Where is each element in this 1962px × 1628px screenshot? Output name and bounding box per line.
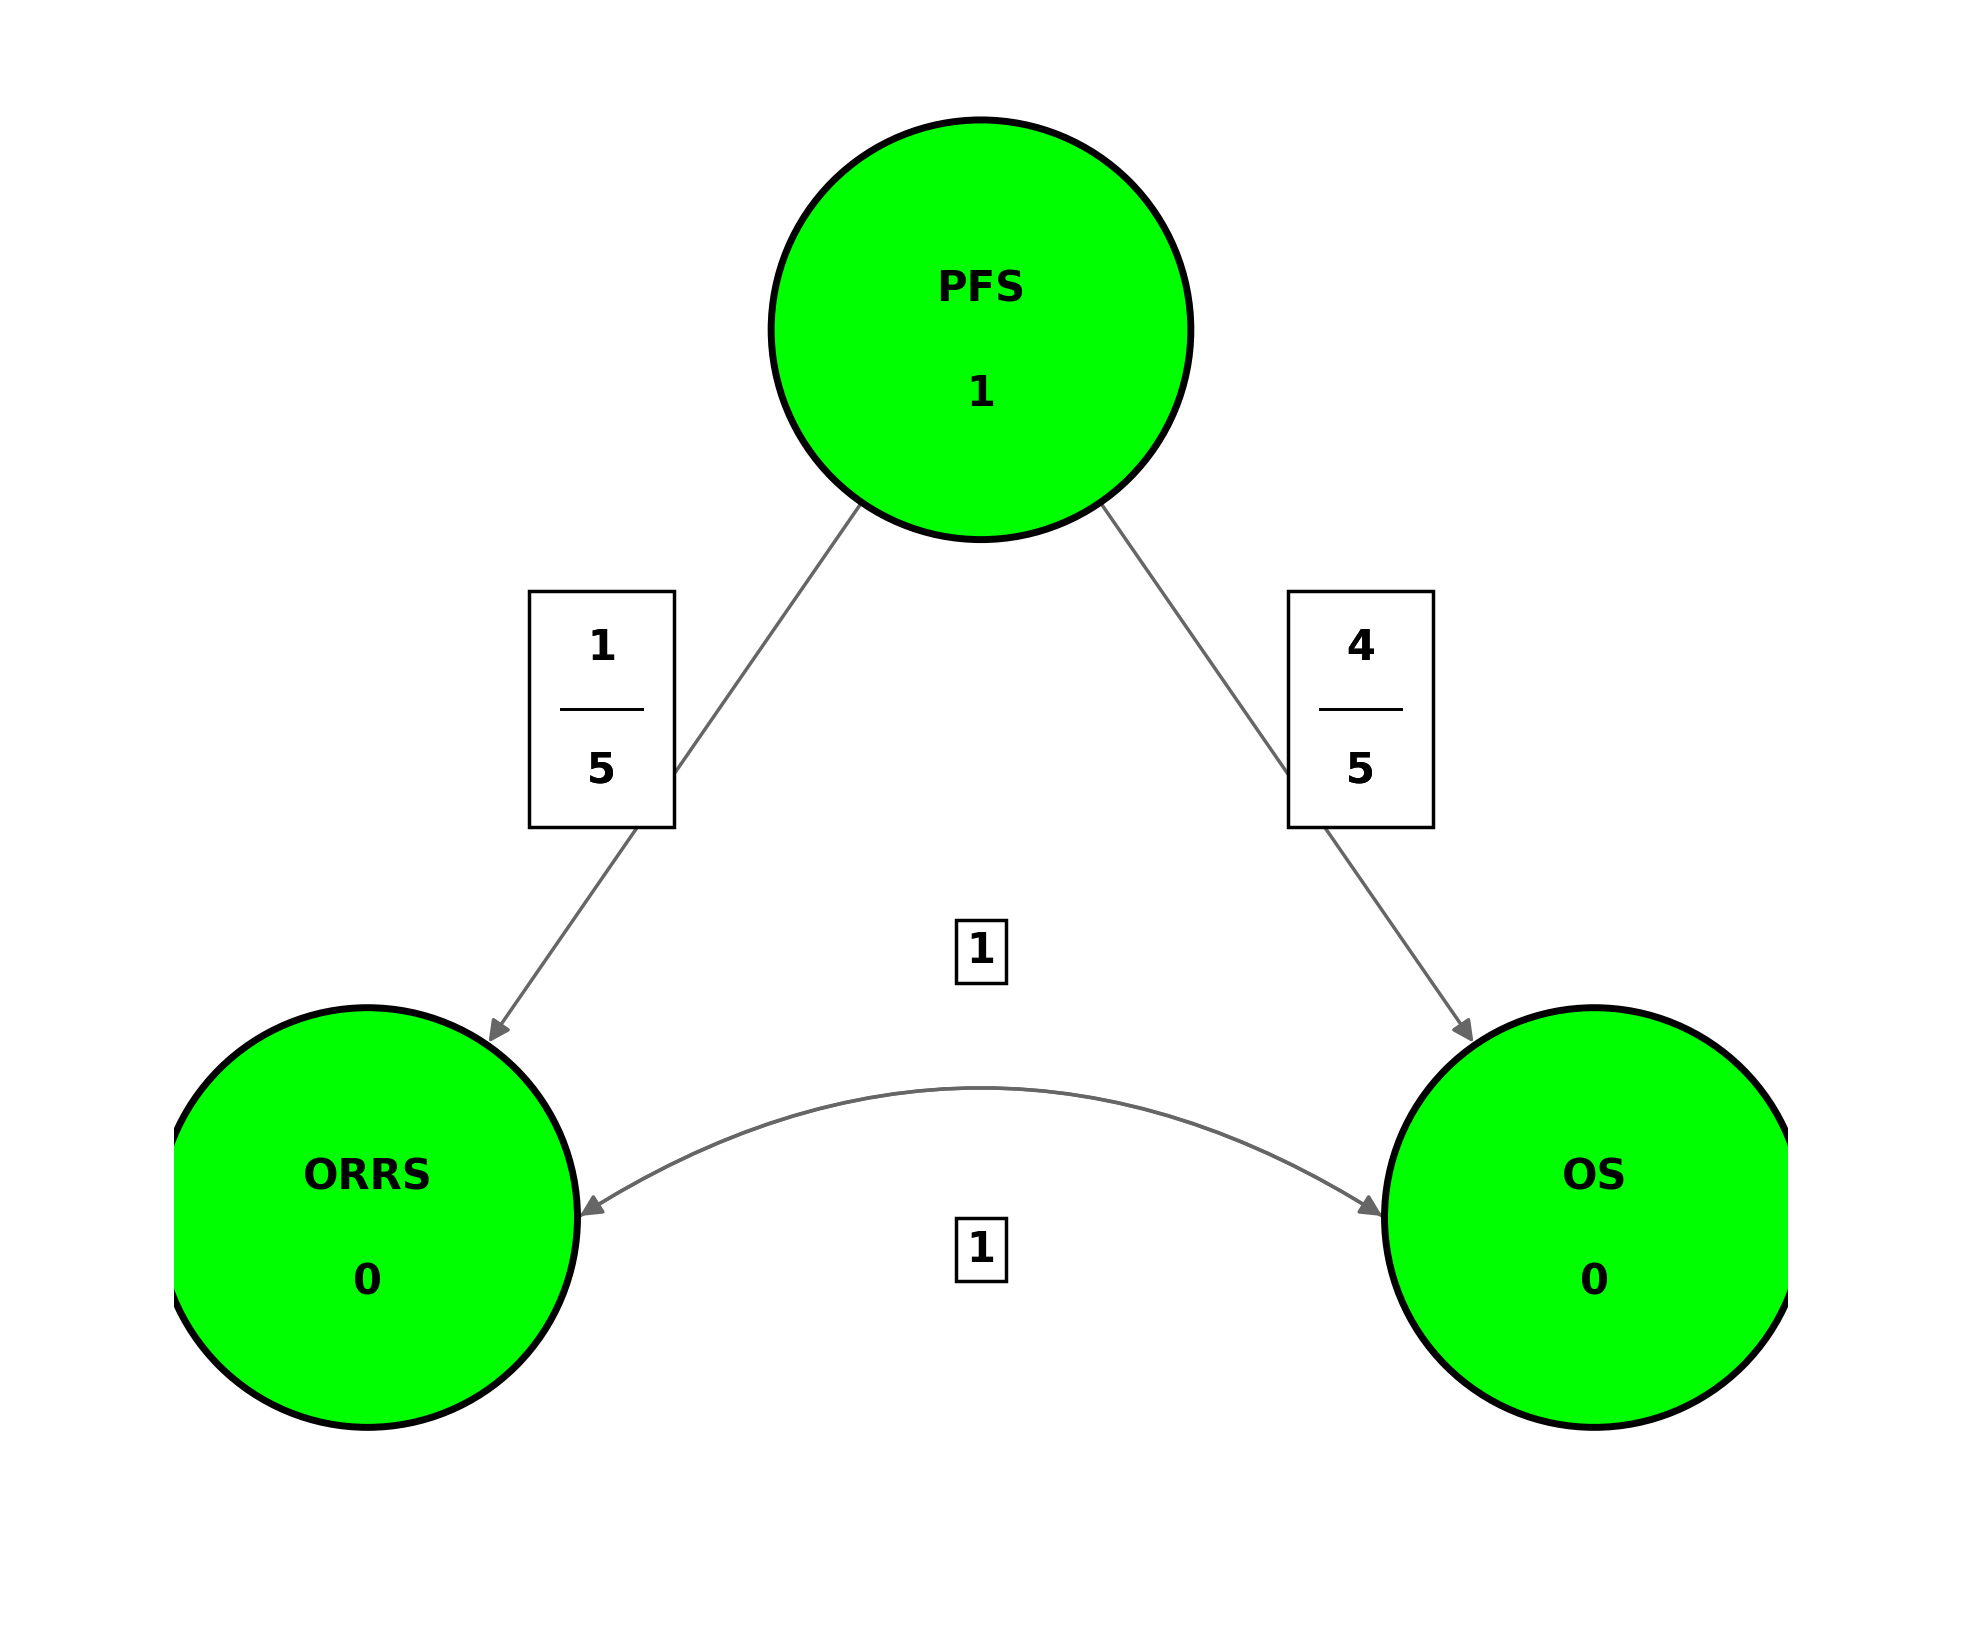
Text: 5: 5: [1346, 749, 1375, 791]
Text: 1: 1: [967, 1229, 995, 1271]
Text: 0: 0: [1579, 1262, 1609, 1302]
Text: 1: 1: [967, 930, 995, 972]
Text: 5: 5: [587, 749, 616, 791]
Text: 1: 1: [967, 373, 995, 415]
Circle shape: [1385, 1008, 1805, 1428]
Text: 5: 5: [1346, 749, 1375, 791]
Circle shape: [771, 120, 1191, 539]
Text: 4: 4: [1346, 627, 1375, 669]
Text: ORRS: ORRS: [302, 1156, 432, 1198]
Text: 4: 4: [1346, 627, 1375, 669]
Text: PFS: PFS: [936, 269, 1026, 311]
Text: 5: 5: [587, 749, 616, 791]
FancyBboxPatch shape: [1287, 591, 1432, 827]
Text: 1: 1: [587, 627, 616, 669]
Circle shape: [157, 1008, 577, 1428]
Text: OS: OS: [1562, 1156, 1626, 1198]
Text: 1: 1: [587, 627, 616, 669]
FancyBboxPatch shape: [530, 591, 675, 827]
Text: 0: 0: [353, 1262, 383, 1302]
